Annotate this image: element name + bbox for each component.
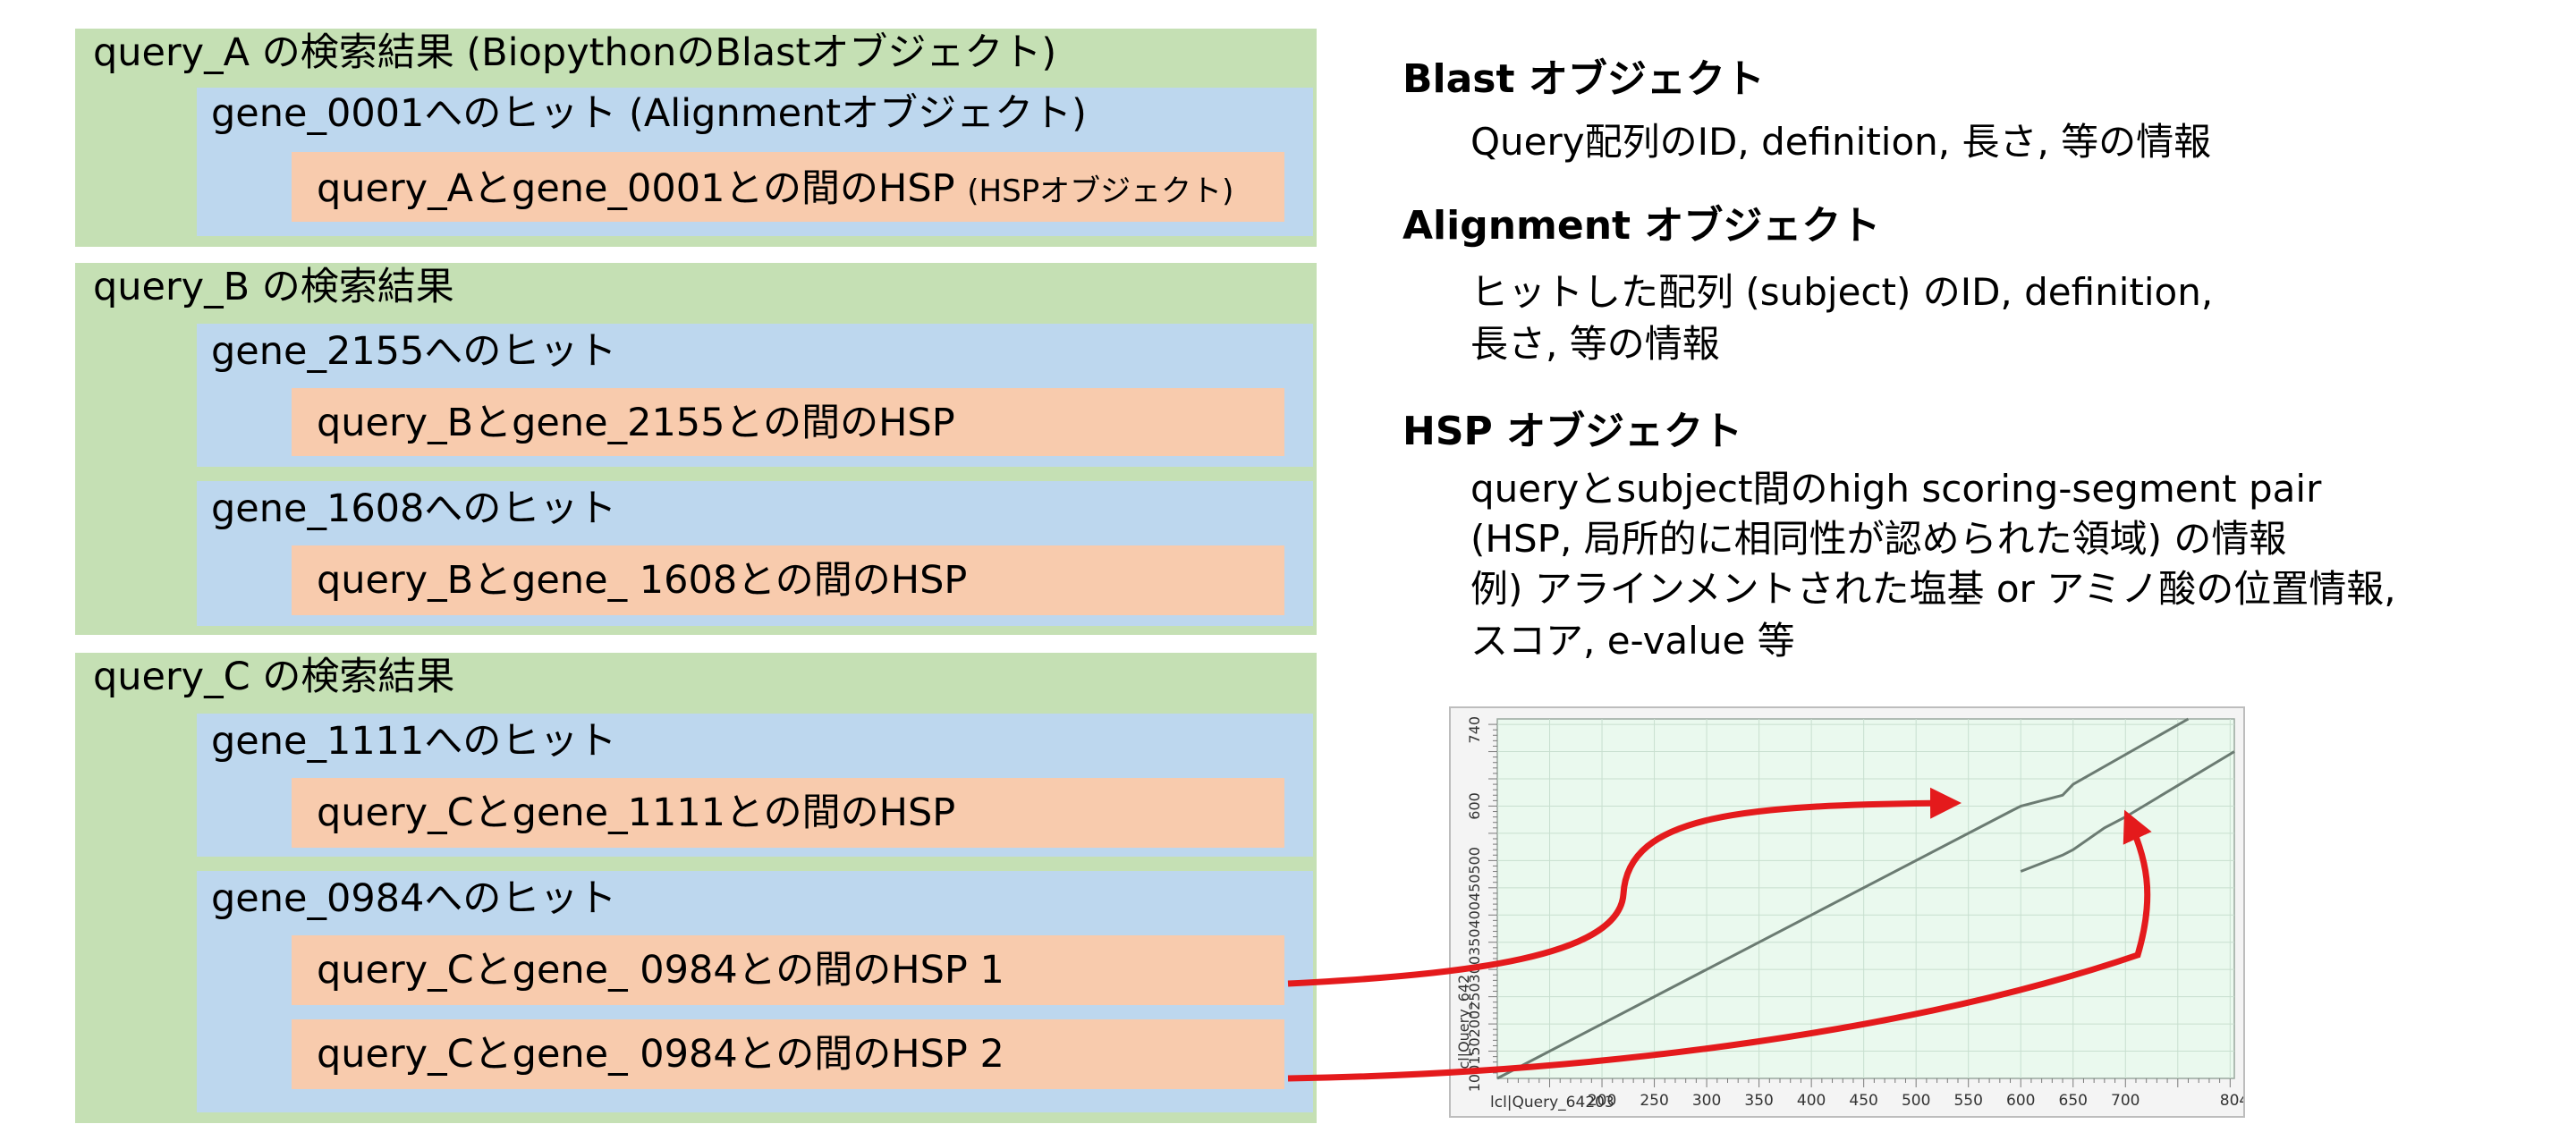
query-c-label: query_C の検索結果 (93, 655, 455, 699)
query-b-hsp2-box (292, 545, 1284, 615)
y-tick-label: 740 (1466, 716, 1483, 744)
y-tick-label: 500 (1466, 847, 1483, 875)
blast-object-title: Blast オブジェクト (1402, 56, 1765, 102)
hsp-object-description-line2: (HSP, 局所的に相同性が認められた領域) の情報 (1470, 517, 2287, 561)
x-tick-label: 250 (1640, 1092, 1668, 1110)
y-tick-label: 350 (1466, 928, 1483, 956)
query-b-hsp1-label: query_Bとgene_2155との間のHSP (317, 401, 955, 445)
dot-plot-frame: 2002503003504004505005506006507008041001… (1449, 706, 2249, 1118)
x-tick-label: 300 (1692, 1092, 1721, 1110)
x-axis-label: lcl|Query_64203 (1490, 1094, 1614, 1111)
query-a-hsp-note: (HSPオブジェクト) (967, 173, 1234, 209)
query-c-hsp1-label: query_Cとgene_1111との間のHSP (317, 790, 956, 835)
y-tick-label: 450 (1466, 875, 1483, 902)
query-a-hsp-main: query_Aとgene_0001との間のHSP (317, 166, 955, 211)
blast-object-description: Query配列のID, definition, 長さ, 等の情報 (1470, 120, 2212, 164)
x-tick-label: 200 (1588, 1092, 1616, 1110)
plot-area (1496, 718, 2235, 1079)
hsp-object-description-line1: queryとsubject間のhigh scoring-segment pair (1470, 467, 2322, 511)
query-a-label: query_A の検索結果 (BiopythonのBlastオブジェクト) (93, 30, 1057, 75)
y-tick-label: 600 (1466, 792, 1483, 820)
x-tick-label: 600 (2006, 1092, 2035, 1110)
x-tick-label: 500 (1902, 1092, 1930, 1110)
query-c-hsp2b-label: query_Cとgene_ 0984との間のHSP 2 (317, 1032, 1004, 1077)
x-tick-label: 550 (1953, 1092, 1982, 1110)
query-c-hit2-label: gene_0984へのヒット (211, 876, 617, 921)
alignment-object-title: Alignment オブジェクト (1402, 203, 1881, 249)
x-tick-label: 450 (1849, 1092, 1877, 1110)
x-tick-label: 700 (2111, 1092, 2140, 1110)
x-tick-label: 350 (1744, 1092, 1773, 1110)
hsp-object-title: HSP オブジェクト (1402, 409, 1743, 454)
query-c-hsp2a-label: query_Cとgene_ 0984との間のHSP 1 (317, 948, 1004, 993)
query-b-hit1-label: gene_2155へのヒット (211, 329, 617, 374)
alignment-object-description-line2: 長さ, 等の情報 (1470, 322, 1720, 366)
alignment-object-description-line1: ヒットした配列 (subject) のID, definition, (1470, 270, 2214, 314)
query-c-hit1-label: gene_1111へのヒット (211, 719, 617, 764)
query-b-hit2-label: gene_1608へのヒット (211, 486, 617, 531)
query-c-hsp1-box (292, 778, 1284, 848)
y-axis-label: lcl|Query_642 (1455, 975, 1473, 1073)
y-tick-label: 400 (1466, 901, 1483, 929)
hsp-object-description-line4: スコア, e-value 等 (1470, 619, 1795, 663)
query-c-hsp2a-box (292, 935, 1284, 1005)
query-a-hsp-label: query_Aとgene_0001との間のHSP (HSPオブジェクト) (317, 170, 1233, 208)
dot-plot: 2002503003504004505005506006507008041001… (1455, 716, 2249, 1111)
hsp-object-description-line3: 例) アラインメントされた塩基 or アミノ酸の位置情報, (1470, 567, 2396, 611)
query-a-hit-label: gene_0001へのヒット (Alignmentオブジェクト) (211, 91, 1087, 136)
query-a-hsp-box (292, 152, 1284, 222)
x-tick-label: 804 (2220, 1092, 2243, 1110)
x-tick-label: 400 (1797, 1092, 1826, 1110)
query-b-hsp1-box (292, 388, 1284, 456)
query-c-hsp2b-box (292, 1019, 1284, 1089)
x-tick-label: 650 (2059, 1092, 2088, 1110)
query-b-hsp2-label: query_Bとgene_ 1608との間のHSP (317, 558, 968, 603)
query-b-label: query_B の検索結果 (93, 265, 454, 309)
